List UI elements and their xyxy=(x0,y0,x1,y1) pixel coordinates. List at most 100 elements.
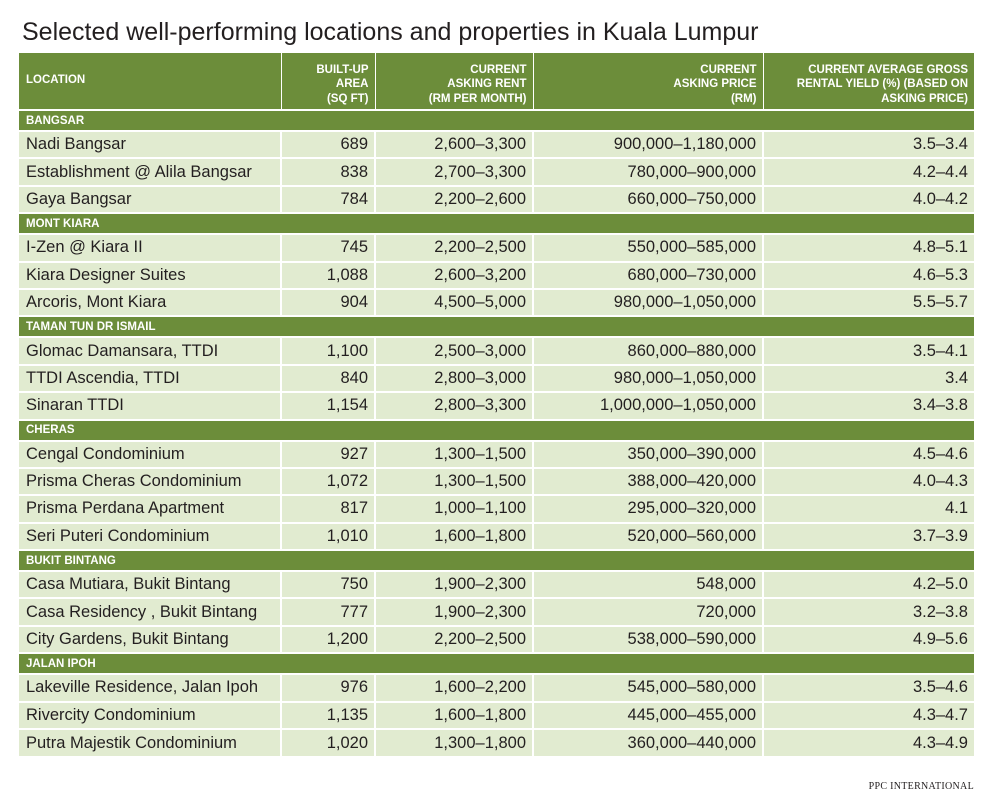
rental-yield: 4.5–4.6 xyxy=(762,439,974,468)
asking-rent-header: CURRENT ASKING RENT (RM PER MONTH) xyxy=(374,53,533,110)
asking-rent: 2,800–3,300 xyxy=(374,391,533,420)
property-name: Sinaran TTDI xyxy=(19,391,281,420)
section-row: TAMAN TUN DR ISMAIL xyxy=(19,315,974,338)
section-label: BANGSAR xyxy=(19,109,974,131)
property-name: Prisma Cheras Condominium xyxy=(19,466,281,496)
asking-price: 445,000–455,000 xyxy=(532,700,763,730)
asking-rent: 2,600–3,300 xyxy=(374,129,533,159)
property-name: Establishment @ Alila Bangsar xyxy=(19,157,281,186)
rental-yield: 3.2–3.8 xyxy=(762,597,974,626)
asking-price: 1,000,000–1,050,000 xyxy=(532,391,763,420)
built-up-area: 817 xyxy=(280,494,375,523)
property-name: Gaya Bangsar xyxy=(19,184,281,214)
asking-price: 538,000–590,000 xyxy=(532,624,763,654)
asking-rent: 1,600–1,800 xyxy=(374,521,533,551)
header-line: (SQ FT) xyxy=(326,92,369,105)
section-row: BANGSAR xyxy=(19,109,974,131)
rental-yield: 3.5–3.4 xyxy=(762,129,974,159)
table-row: I-Zen @ Kiara II 745 2,200–2,500 550,000–58… xyxy=(19,233,974,262)
header-line: ASKING PRICE) xyxy=(881,92,968,105)
table-row: Establishment @ Alila Bangsar 838 2,700–3,… xyxy=(19,157,974,186)
asking-price: 545,000–580,000 xyxy=(532,673,763,702)
asking-rent: 1,000–1,100 xyxy=(374,494,533,523)
asking-price-header: CURRENT ASKING PRICE (RM) xyxy=(532,53,763,110)
header-line: CURRENT xyxy=(700,63,757,76)
asking-rent: 4,500–5,000 xyxy=(374,287,533,317)
property-table: LOCATION BUILT-UP AREA (SQ FT) CURRENT ASKING… xyxy=(19,53,974,757)
asking-price: 520,000–560,000 xyxy=(532,521,763,551)
built-up-area: 1,020 xyxy=(280,728,375,757)
table-row: Cengal Condominium 927 1,300–1,500 350,000–… xyxy=(19,439,974,468)
built-up-area: 1,010 xyxy=(280,521,375,551)
asking-rent: 2,200–2,600 xyxy=(374,184,533,214)
asking-rent: 1,300–1,800 xyxy=(374,728,533,757)
rental-yield: 4.2–4.4 xyxy=(762,157,974,186)
property-name: TTDI Ascendia, TTDI xyxy=(19,363,281,393)
table-row: Lakeville Residence, Jalan Ipoh 976 1,600–… xyxy=(19,673,974,702)
built-up-area: 1,088 xyxy=(280,260,375,289)
asking-price: 780,000–900,000 xyxy=(532,157,763,186)
rental-yield-header: CURRENT AVERAGE GROSS RENTAL YIELD (%) (B… xyxy=(762,53,974,110)
asking-price: 295,000–320,000 xyxy=(532,494,763,523)
built-up-area: 927 xyxy=(280,439,375,468)
table-row: Gaya Bangsar 784 2,200–2,600 660,000–750,00… xyxy=(19,184,974,214)
built-up-area: 904 xyxy=(280,287,375,317)
header-line: AREA xyxy=(335,78,369,90)
asking-rent: 1,900–2,300 xyxy=(374,570,533,599)
rental-yield: 4.6–5.3 xyxy=(762,260,974,289)
asking-rent: 1,300–1,500 xyxy=(374,466,533,496)
asking-rent: 2,200–2,500 xyxy=(374,233,533,262)
rental-yield: 3.5–4.1 xyxy=(762,336,974,365)
header-row: LOCATION BUILT-UP AREA (SQ FT) CURRENT ASKING… xyxy=(19,53,974,110)
asking-price: 900,000–1,180,000 xyxy=(532,129,763,159)
rental-yield: 4.1 xyxy=(762,494,974,523)
asking-rent: 1,300–1,500 xyxy=(374,439,533,468)
asking-price: 720,000 xyxy=(532,597,763,626)
section-label: JALAN IPOH xyxy=(19,652,974,675)
property-name: Glomac Damansara, TTDI xyxy=(19,336,281,365)
built-up-area: 689 xyxy=(280,129,375,159)
asking-rent: 1,600–2,200 xyxy=(374,673,533,702)
built-up-area: 750 xyxy=(280,570,375,599)
header-line: ASKING PRICE xyxy=(673,78,757,90)
asking-price: 548,000 xyxy=(532,570,763,599)
property-name: Nadi Bangsar xyxy=(19,129,281,159)
header-line: LOCATION xyxy=(26,74,86,87)
built-up-area-header: BUILT-UP AREA (SQ FT) xyxy=(280,53,375,110)
table-row: TTDI Ascendia, TTDI 840 2,800–3,000 980,000… xyxy=(19,363,974,393)
property-name: Rivercity Condominium xyxy=(19,700,281,730)
rental-yield: 4.0–4.3 xyxy=(762,466,974,496)
built-up-area: 784 xyxy=(280,184,375,214)
table-row: Prisma Perdana Apartment 817 1,000–1,100 29… xyxy=(19,494,974,523)
location-header: LOCATION xyxy=(19,53,281,110)
asking-price: 360,000–440,000 xyxy=(532,728,763,757)
rental-yield: 4.0–4.2 xyxy=(762,184,974,214)
rental-yield: 3.4 xyxy=(762,363,974,393)
property-name: Seri Puteri Condominium xyxy=(19,521,281,551)
section-label: MONT KIARA xyxy=(19,212,974,235)
source-credit: PPC INTERNATIONAL xyxy=(868,781,974,792)
table-row: Arcoris, Mont Kiara 904 4,500–5,000 980,000… xyxy=(19,287,974,317)
asking-rent: 2,700–3,300 xyxy=(374,157,533,186)
asking-rent: 1,600–1,800 xyxy=(374,700,533,730)
section-row: JALAN IPOH xyxy=(19,652,974,675)
table-row: Kiara Designer Suites 1,088 2,600–3,200 680… xyxy=(19,260,974,289)
built-up-area: 1,154 xyxy=(280,391,375,420)
table-row: Casa Mutiara, Bukit Bintang 750 1,900–2,30… xyxy=(19,570,974,599)
asking-rent: 2,200–2,500 xyxy=(374,624,533,654)
rental-yield: 4.2–5.0 xyxy=(762,570,974,599)
table-row: Sinaran TTDI 1,154 2,800–3,300 1,000,000–1,… xyxy=(19,391,974,420)
property-name: Prisma Perdana Apartment xyxy=(19,494,281,523)
rental-yield: 3.7–3.9 xyxy=(762,521,974,551)
table-row: Prisma Cheras Condominium 1,072 1,300–1,50… xyxy=(19,466,974,496)
header-line: (RM) xyxy=(730,92,757,105)
header-line: CURRENT xyxy=(470,63,527,76)
header-line: RENTAL YIELD (%) (BASED ON xyxy=(796,78,968,90)
asking-rent: 2,600–3,200 xyxy=(374,260,533,289)
asking-rent: 1,900–2,300 xyxy=(374,597,533,626)
section-row: CHERAS xyxy=(19,418,974,441)
asking-price: 980,000–1,050,000 xyxy=(532,287,763,317)
asking-rent: 2,800–3,000 xyxy=(374,363,533,393)
asking-price: 680,000–730,000 xyxy=(532,260,763,289)
header-line: ASKING RENT xyxy=(447,78,527,90)
